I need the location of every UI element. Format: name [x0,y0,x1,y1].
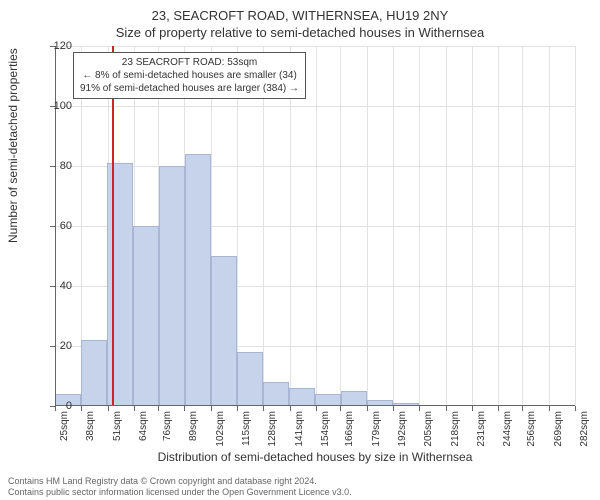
xtick-label: 256sqm [526,411,537,447]
xtick-mark [158,406,159,411]
xtick-mark [549,406,550,411]
plot-wrap: 25sqm38sqm51sqm64sqm76sqm89sqm102sqm115s… [55,46,575,406]
x-axis-label: Distribution of semi-detached houses by … [55,450,575,464]
xtick-label: 244sqm [502,411,513,447]
xtick-label: 141sqm [294,411,305,447]
xtick-mark [498,406,499,411]
xtick-label: 76sqm [162,411,173,441]
xtick-label: 192sqm [397,411,408,447]
grid-line-v [575,46,576,406]
xtick-mark [237,406,238,411]
info-box-line3: 91% of semi-detached houses are larger (… [80,82,299,95]
xtick-mark [419,406,420,411]
y-axis-label-text: Number of semi-detached properties [6,48,20,243]
chart-container: 23, SEACROFT ROAD, WITHERNSEA, HU19 2NY … [0,0,600,500]
xtick-mark [393,406,394,411]
ytick-label: 120 [42,40,72,52]
xtick-mark [472,406,473,411]
xtick-mark [446,406,447,411]
xtick-label: 64sqm [138,411,149,441]
xtick-label: 154sqm [320,411,331,447]
xtick-label: 205sqm [423,411,434,447]
xtick-label: 128sqm [267,411,278,447]
chart-title-line2: Size of property relative to semi-detach… [0,23,600,40]
chart-title-line1: 23, SEACROFT ROAD, WITHERNSEA, HU19 2NY [0,0,600,23]
xtick-label: 179sqm [371,411,382,447]
ytick-label: 0 [42,400,72,412]
xtick-label: 269sqm [553,411,564,447]
xtick-mark [367,406,368,411]
ytick-label: 100 [42,100,72,112]
xtick-mark [263,406,264,411]
ytick-label: 60 [42,220,72,232]
xtick-label: 51sqm [112,411,123,441]
footer: Contains HM Land Registry data © Crown c… [8,476,352,499]
xtick-label: 38sqm [85,411,96,441]
ytick-label: 40 [42,280,72,292]
xtick-mark [290,406,291,411]
xtick-label: 282sqm [579,411,590,447]
ytick-label: 20 [42,340,72,352]
xtick-mark [184,406,185,411]
xtick-label: 231sqm [476,411,487,447]
info-box-line2: ← 8% of semi-detached houses are smaller… [80,69,299,82]
plot-area-border [55,46,575,406]
xtick-mark [340,406,341,411]
xtick-mark [211,406,212,411]
xtick-label: 115sqm [241,411,252,446]
xtick-mark [108,406,109,411]
xtick-label: 89sqm [188,411,199,441]
xtick-label: 102sqm [215,411,226,447]
xtick-mark [316,406,317,411]
info-box: 23 SEACROFT ROAD: 53sqm ← 8% of semi-det… [73,52,306,99]
y-axis-label: Number of semi-detached properties [6,48,20,243]
xtick-mark [81,406,82,411]
xtick-mark [575,406,576,411]
xtick-mark [522,406,523,411]
xtick-label: 166sqm [344,411,355,447]
xtick-label: 218sqm [450,411,461,447]
footer-line2: Contains public sector information licen… [8,487,352,498]
xtick-label: 25sqm [59,411,70,441]
info-box-line1: 23 SEACROFT ROAD: 53sqm [80,56,299,69]
ytick-label: 80 [42,160,72,172]
xtick-mark [134,406,135,411]
footer-line1: Contains HM Land Registry data © Crown c… [8,476,352,487]
